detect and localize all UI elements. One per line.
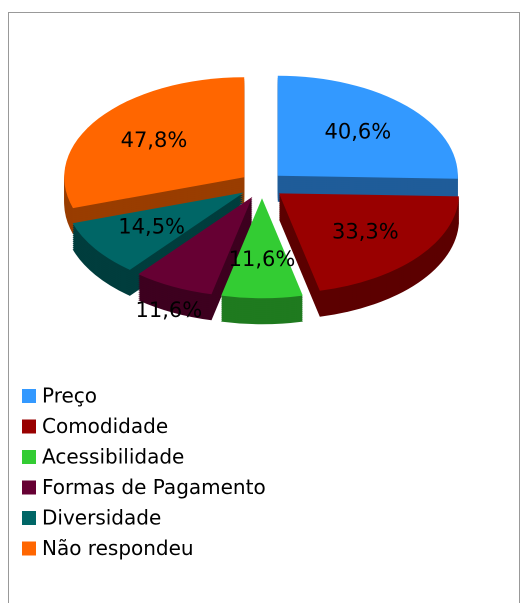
slice [72, 192, 244, 270]
legend-label: Não respondeu [42, 536, 194, 560]
data-label: 33,3% [332, 220, 399, 244]
legend-label: Diversidade [42, 506, 161, 530]
slice [64, 77, 245, 209]
data-label: 11,6% [229, 247, 296, 271]
slice [277, 75, 458, 179]
data-label: 14,5% [118, 214, 185, 238]
legend-label: Preço [42, 384, 97, 408]
data-label: 40,6% [324, 120, 391, 144]
slice [279, 193, 459, 291]
legend-label: Formas de Pagamento [42, 475, 266, 499]
legend-swatch [22, 389, 36, 403]
legend-swatch [22, 541, 36, 556]
data-label: 47,8% [121, 128, 188, 152]
slice [138, 196, 253, 295]
legend-swatch [22, 480, 36, 495]
legend-swatch [22, 450, 36, 464]
legend-swatch [22, 511, 36, 525]
legend-label: Acessibilidade [42, 445, 184, 469]
slice [221, 198, 303, 299]
legend-swatch [22, 419, 36, 434]
legend-label: Comodidade [42, 414, 168, 438]
data-label: 11,6% [135, 298, 202, 322]
